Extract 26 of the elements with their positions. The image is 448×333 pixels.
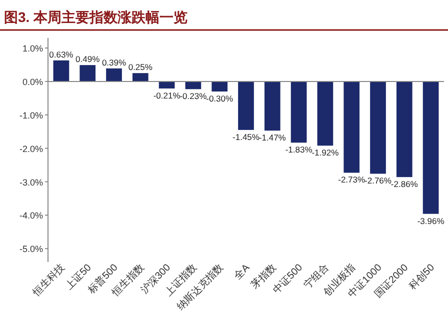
data-label: -0.23%	[180, 91, 208, 102]
x-tick-label: 全A	[232, 261, 252, 282]
data-label: -2.73%	[338, 174, 366, 185]
data-label: 0.39%	[102, 57, 126, 68]
data-label: -1.83%	[285, 144, 313, 155]
data-label: -0.30%	[206, 93, 234, 104]
data-label: -2.86%	[390, 179, 418, 190]
data-label: -0.21%	[153, 90, 181, 100]
y-tick-label: 0.0%	[22, 76, 43, 87]
y-tick-label: -4.0%	[19, 210, 43, 221]
data-label: 0.63%	[49, 49, 74, 60]
data-label: 0.49%	[76, 54, 100, 64]
data-label: -1.45%	[232, 132, 260, 142]
y-tick-label: -5.0%	[19, 244, 43, 254]
y-tick-label: 1.0%	[22, 44, 43, 54]
y-tick-label: -2.0%	[19, 144, 43, 154]
data-label: -1.92%	[312, 148, 340, 158]
y-tick-label: -1.0%	[19, 110, 43, 120]
data-label: -2.76%	[364, 176, 392, 186]
data-label: -1.47%	[258, 132, 286, 143]
x-tick-label: 恒生科技	[30, 262, 68, 300]
y-tick-label: -3.0%	[19, 177, 43, 188]
x-tick-label: 科创50	[406, 261, 438, 292]
title: 图3. 本周主要指数涨跌幅一览	[4, 9, 188, 25]
data-label: -3.96%	[417, 216, 445, 226]
data-label: 0.25%	[128, 62, 153, 72]
